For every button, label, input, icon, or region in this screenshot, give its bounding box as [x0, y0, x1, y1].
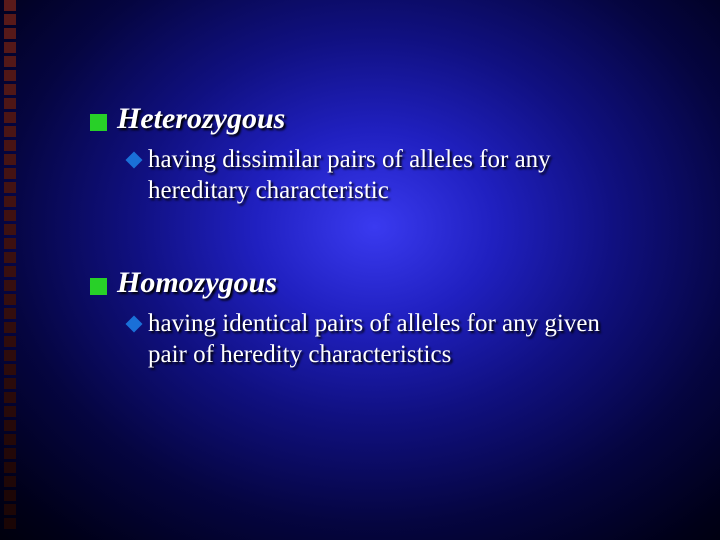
deco-square-icon — [4, 490, 16, 501]
deco-square-icon — [4, 392, 16, 403]
deco-square-icon — [4, 210, 16, 221]
deco-square-icon — [4, 378, 16, 389]
deco-square-icon — [4, 434, 16, 445]
square-bullet-icon — [90, 114, 107, 131]
deco-square-icon — [4, 350, 16, 361]
deco-square-icon — [4, 462, 16, 473]
deco-square-icon — [4, 406, 16, 417]
deco-square-icon — [4, 518, 16, 529]
deco-square-icon — [4, 196, 16, 207]
deco-square-icon — [4, 364, 16, 375]
deco-square-icon — [4, 112, 16, 123]
definition-row: having dissimilar pairs of alleles for a… — [128, 145, 650, 206]
deco-square-icon — [4, 56, 16, 67]
deco-square-icon — [4, 70, 16, 81]
term-block: Homozygous having identical pairs of all… — [90, 266, 650, 370]
definition-row: having identical pairs of alleles for an… — [128, 309, 650, 370]
deco-square-icon — [4, 182, 16, 193]
deco-square-icon — [4, 154, 16, 165]
deco-square-icon — [4, 322, 16, 333]
deco-square-icon — [4, 84, 16, 95]
deco-square-icon — [4, 280, 16, 291]
deco-square-icon — [4, 504, 16, 515]
deco-square-icon — [4, 266, 16, 277]
slide-content: Heterozygous having dissimilar pairs of … — [90, 102, 650, 430]
deco-square-icon — [4, 126, 16, 137]
deco-square-icon — [4, 28, 16, 39]
term-title: Heterozygous — [117, 102, 285, 135]
deco-square-icon — [4, 0, 16, 11]
deco-square-icon — [4, 308, 16, 319]
left-decoration-column — [0, 0, 18, 540]
diamond-bullet-icon — [126, 152, 143, 169]
term-title: Homozygous — [117, 266, 277, 299]
diamond-bullet-icon — [126, 316, 143, 333]
deco-square-icon — [4, 336, 16, 347]
definition-text: having identical pairs of alleles for an… — [148, 309, 628, 370]
deco-square-icon — [4, 252, 16, 263]
deco-square-icon — [4, 448, 16, 459]
square-bullet-icon — [90, 278, 107, 295]
definition-text: having dissimilar pairs of alleles for a… — [148, 145, 628, 206]
deco-square-icon — [4, 98, 16, 109]
deco-square-icon — [4, 476, 16, 487]
deco-square-icon — [4, 238, 16, 249]
deco-square-icon — [4, 420, 16, 431]
term-row: Heterozygous — [90, 102, 650, 135]
deco-square-icon — [4, 294, 16, 305]
deco-square-icon — [4, 224, 16, 235]
term-block: Heterozygous having dissimilar pairs of … — [90, 102, 650, 206]
deco-square-icon — [4, 168, 16, 179]
deco-square-icon — [4, 42, 16, 53]
deco-square-icon — [4, 14, 16, 25]
term-row: Homozygous — [90, 266, 650, 299]
deco-square-icon — [4, 140, 16, 151]
